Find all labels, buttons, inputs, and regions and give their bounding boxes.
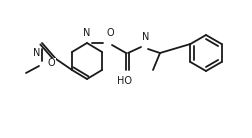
Text: N: N [33,48,40,58]
Text: HO: HO [116,76,132,86]
Text: O: O [106,28,114,38]
Text: O: O [48,58,56,68]
Text: N: N [142,32,150,42]
Text: N: N [83,28,91,38]
